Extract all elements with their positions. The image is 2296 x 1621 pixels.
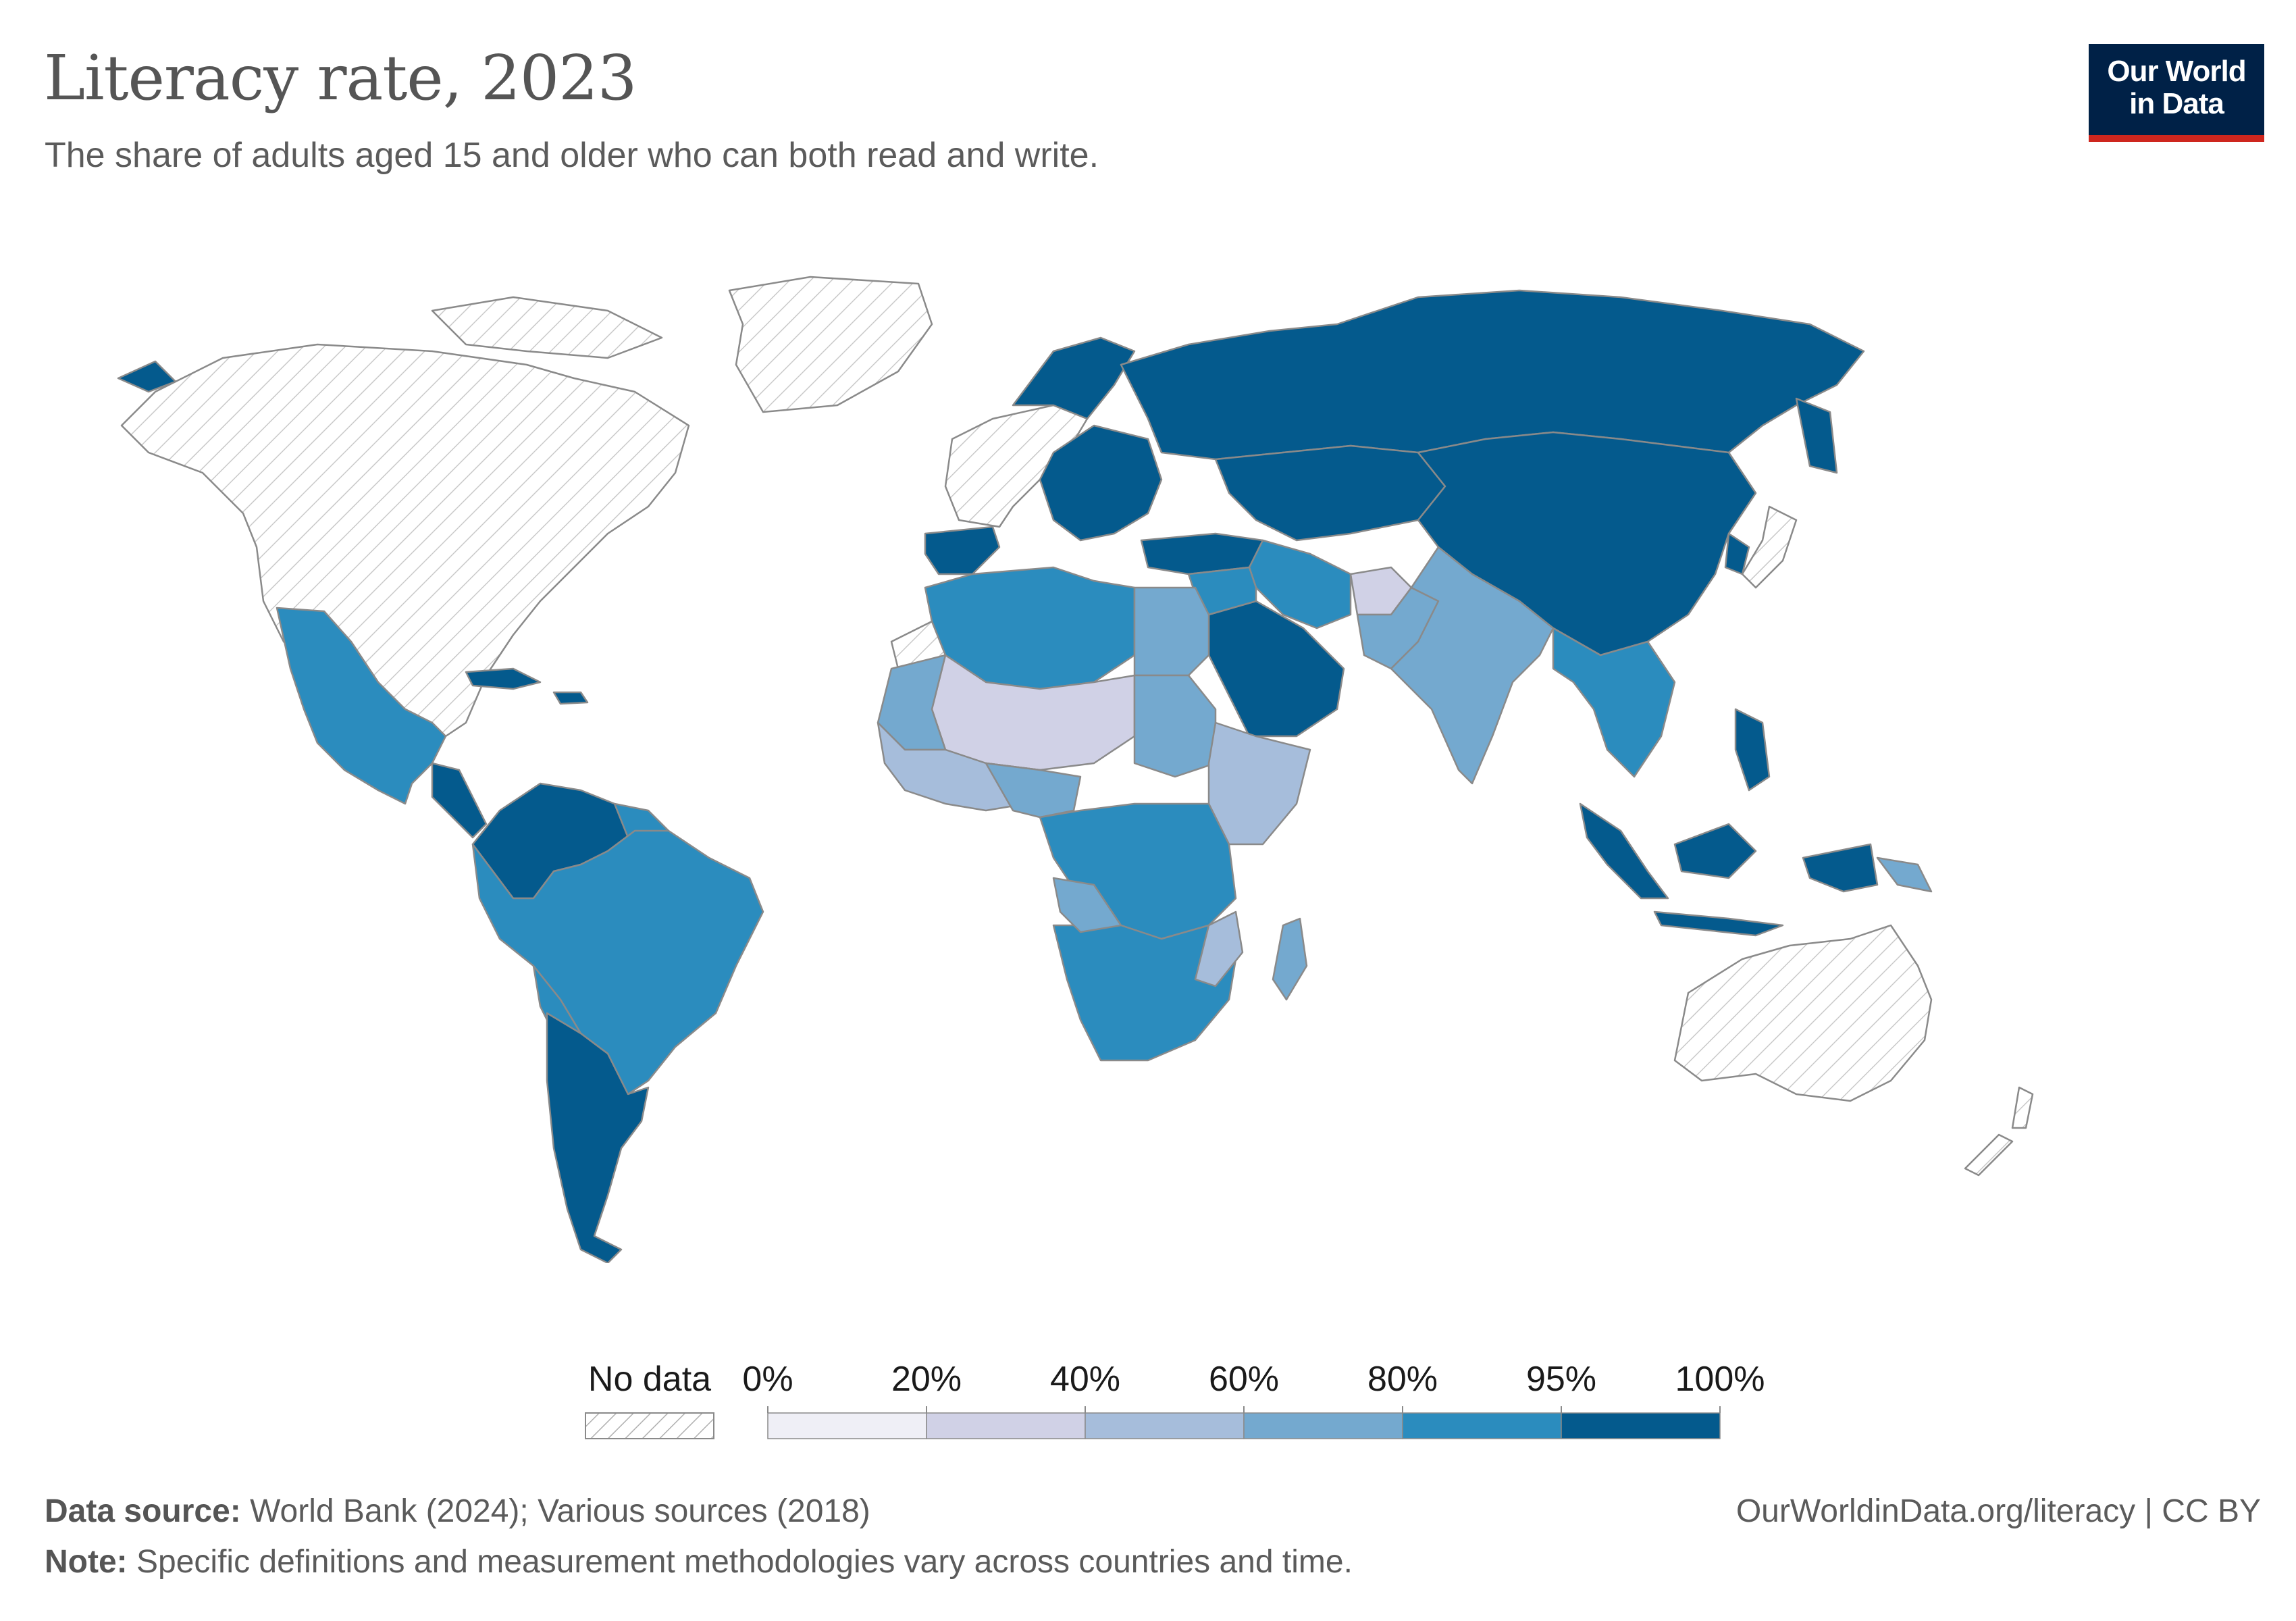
region-north-america[interactable] [120, 343, 690, 738]
logo-line-2: in Data [2129, 87, 2224, 120]
legend-tick-100: 100% [1675, 1360, 1765, 1399]
legend-swatch-4 [1402, 1412, 1562, 1439]
region-philippines[interactable] [1734, 708, 1771, 792]
region-new-zealand[interactable] [1964, 1086, 2034, 1177]
region-saudi-arabia[interactable] [1207, 600, 1345, 738]
region-greenland[interactable] [728, 276, 933, 413]
footer-url-link[interactable]: OurWorldinData.org/literacy | CC BY [1736, 1493, 2261, 1529]
legend-swatch-5 [1561, 1412, 1721, 1439]
region-australia[interactable] [1673, 924, 1933, 1102]
region-southern-africa[interactable] [1052, 924, 1237, 1062]
region-korea[interactable] [1724, 532, 1750, 575]
region-indonesia[interactable] [1579, 802, 1879, 937]
region-mexico[interactable] [276, 607, 447, 805]
region-nigeria[interactable] [985, 762, 1082, 819]
logo-line-1: Our World [2107, 55, 2246, 88]
region-india[interactable] [1390, 546, 1555, 785]
region-papua-new-guinea[interactable] [1876, 856, 1933, 893]
footer-source: Data source: World Bank (2024); Various … [45, 1493, 870, 1530]
legend-tick-20: 20% [891, 1360, 962, 1399]
region-southeast-asia[interactable] [1552, 627, 1676, 778]
legend-tick-60: 60% [1208, 1360, 1280, 1399]
legend-tick-40: 40% [1049, 1360, 1121, 1399]
legend-tick-0: 0% [742, 1360, 793, 1399]
legend-no-data-swatch [585, 1412, 714, 1439]
region-madagascar[interactable] [1272, 917, 1308, 1001]
region-angola[interactable] [1052, 877, 1122, 933]
region-horn-of-africa[interactable] [1207, 721, 1311, 846]
region-central-america[interactable] [431, 762, 488, 839]
world-map[interactable] [0, 250, 2296, 1263]
region-caribbean[interactable] [465, 667, 589, 705]
legend-bins [767, 1406, 1721, 1439]
region-alaska-west[interactable] [117, 360, 177, 393]
legend-swatch-1 [926, 1412, 1086, 1439]
legend-tick-80: 80% [1367, 1360, 1438, 1399]
region-japan[interactable] [1741, 505, 1798, 589]
legend-swatch-3 [1243, 1412, 1403, 1439]
region-argentina-chile[interactable] [546, 1012, 650, 1263]
footer-note-label: Note: [45, 1544, 128, 1580]
owid-logo[interactable]: Our World in Data [2089, 44, 2264, 142]
region-kamchatka[interactable] [1795, 397, 1838, 474]
chart-subtitle: The share of adults aged 15 and older wh… [45, 136, 1099, 175]
chart-title: Literacy rate, 2023 [44, 42, 637, 114]
footer-note-text: Specific definitions and measurement met… [136, 1544, 1353, 1580]
footer-source-text: World Bank (2024); Various sources (2018… [250, 1493, 870, 1529]
region-mozambique[interactable] [1194, 910, 1244, 987]
legend-no-data-label: No data [588, 1360, 712, 1399]
footer-note: Note: Specific definitions and measureme… [45, 1543, 1353, 1580]
legend-swatch-0 [767, 1412, 927, 1439]
legend-swatch-2 [1085, 1412, 1245, 1439]
footer-source-label: Data source: [45, 1493, 241, 1529]
legend-tick-95: 95% [1525, 1360, 1597, 1399]
region-eastern-europe[interactable] [1039, 424, 1163, 542]
region-arctic-islands[interactable] [431, 296, 663, 359]
